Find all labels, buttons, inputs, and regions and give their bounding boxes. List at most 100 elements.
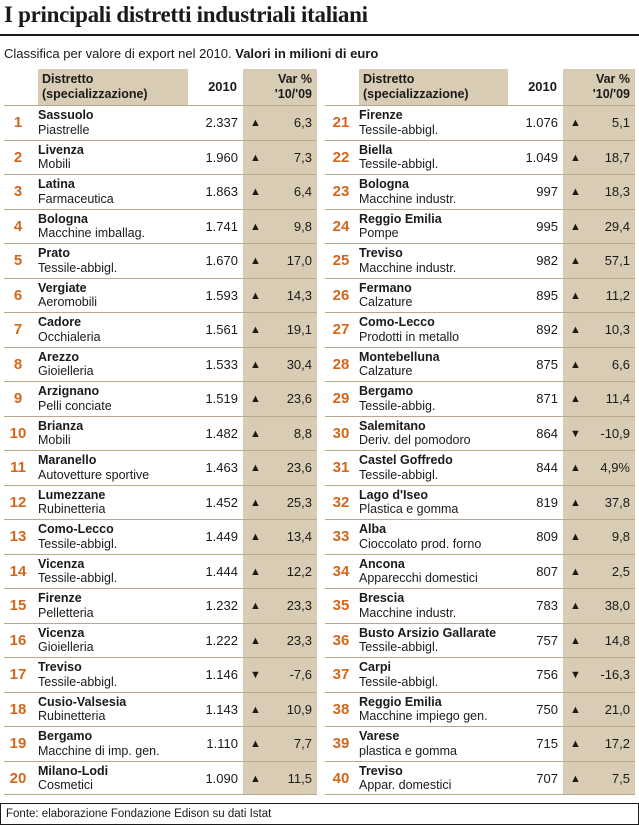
export-value-2010: 875 <box>508 347 563 381</box>
district-name: Arezzo <box>38 349 79 364</box>
district-name: Salemitano <box>359 418 426 433</box>
variation-percent: 7,3 <box>293 149 312 165</box>
variation-cell: ▲ 11,4 <box>563 382 635 416</box>
table-row: 12 Lumezzane Rubinetteria 1.452 ▲ 25,3 <box>4 484 317 519</box>
district-cell: Biella Tessile-abbigl. <box>359 141 508 175</box>
table-row: 28 Montebelluna Calzature 875 ▲ 6,6 <box>325 346 635 381</box>
variation-percent: 6,6 <box>611 356 630 372</box>
export-value-2010: 1.444 <box>188 554 243 588</box>
year-column-header: 2010 <box>208 79 237 94</box>
export-value-2010: 750 <box>508 692 563 726</box>
district-header-line2: (specializzazione) <box>42 87 148 101</box>
district-name: Prato <box>38 246 70 260</box>
page-title: I principali distretti industriali itali… <box>4 2 368 27</box>
district-cell: Sassuolo Piastrelle <box>38 106 188 140</box>
ranking-table-left: Distretto (specializzazione) 2010 Var % … <box>4 69 317 795</box>
district-specialization: Tessile-abbigl. <box>38 260 118 275</box>
district-specialization: Pelli conciate <box>38 398 112 413</box>
district-cell: Bologna Macchine imballag. <box>38 210 188 244</box>
variation-percent: 23,3 <box>286 598 312 613</box>
district-name: Firenze <box>38 591 82 605</box>
variation-cell: ▲ 29,4 <box>563 209 635 243</box>
table-row: 10 Brianza Mobili 1.482 ▲ 8,8 <box>4 415 317 450</box>
triangle-up-icon: ▲ <box>570 703 581 716</box>
variation-cell: ▲ 4,9% <box>563 451 635 485</box>
district-name: Montebelluna <box>359 349 440 364</box>
district-cell: Brescia Macchine industr. <box>359 589 508 623</box>
triangle-up-icon: ▲ <box>250 427 261 440</box>
rank-number: 2 <box>13 148 23 166</box>
export-value-2010: 1.222 <box>188 623 243 657</box>
table-row: 32 Lago d'Iseo Plastica e gomma 819 ▲ 37,8 <box>325 484 635 519</box>
table-row: 3 Latina Farmaceutica 1.863 ▲ 6,4 <box>4 174 317 209</box>
district-name: Como-Lecco <box>38 522 114 536</box>
variation-percent: 17,2 <box>604 736 630 751</box>
export-value-2010: 1.593 <box>188 278 243 312</box>
table-row: 35 Brescia Macchine industr. 783 ▲ 38,0 <box>325 588 635 623</box>
subtitle-units: Valori in milioni di euro <box>235 46 379 61</box>
variation-cell: ▲ 23,3 <box>243 589 317 623</box>
rank-number: 31 <box>332 459 350 476</box>
title-divider <box>0 34 639 36</box>
district-specialization: Cosmetici <box>38 778 93 792</box>
export-value-2010: 819 <box>508 485 563 519</box>
export-value-2010: 1.670 <box>188 244 243 278</box>
table-row: 20 Milano-Lodi Cosmetici 1.090 ▲ 11,5 <box>4 760 317 795</box>
district-specialization: Tessile-abbig. <box>359 398 436 413</box>
triangle-up-icon: ▲ <box>250 772 261 785</box>
variation-percent: 23,3 <box>286 632 312 648</box>
district-cell: Arzignano Pelli conciate <box>38 382 188 416</box>
triangle-up-icon: ▲ <box>570 565 581 578</box>
triangle-up-icon: ▲ <box>570 496 581 509</box>
variation-percent: 23,6 <box>286 460 312 475</box>
variation-cell: ▲ 38,0 <box>563 589 635 623</box>
district-name: Latina <box>38 177 75 191</box>
triangle-up-icon: ▲ <box>570 289 581 302</box>
rank-number: 20 <box>9 769 27 787</box>
variation-percent: 6,3 <box>293 115 312 130</box>
district-specialization: Tessile-abbigl. <box>359 157 439 171</box>
district-specialization: Pompe <box>359 226 399 240</box>
variation-percent: 18,7 <box>604 149 630 165</box>
variation-percent: 11,2 <box>605 287 630 303</box>
export-value-2010: 1.146 <box>188 658 243 692</box>
rank-number: 24 <box>332 217 350 235</box>
rank-number: 11 <box>10 459 26 476</box>
variation-cell: ▲ 18,7 <box>563 140 635 174</box>
table-row: 6 Vergiate Aeromobili 1.593 ▲ 14,3 <box>4 277 317 312</box>
variation-percent: 14,8 <box>604 632 630 648</box>
export-value-2010: 1.519 <box>188 382 243 416</box>
triangle-up-icon: ▲ <box>570 358 581 371</box>
triangle-down-icon: ▼ <box>570 669 581 681</box>
export-value-2010: 1.452 <box>188 485 243 519</box>
district-specialization: Macchine imballag. <box>38 226 145 240</box>
district-name: Vicenza <box>38 625 85 640</box>
variation-percent: 7,7 <box>293 736 312 751</box>
variation-cell: ▲ 17,2 <box>563 727 635 761</box>
district-cell: Salemitano Deriv. del pomodoro <box>359 417 508 451</box>
table-row: 22 Biella Tessile-abbigl. 1.049 ▲ 18,7 <box>325 139 635 175</box>
variation-cell: ▲ 7,5 <box>563 761 635 794</box>
district-specialization: Gioielleria <box>38 640 94 654</box>
export-value-2010: 995 <box>508 209 563 243</box>
district-specialization: Macchine industr. <box>359 605 457 620</box>
variation-percent: 25,3 <box>286 494 312 510</box>
district-specialization: Tessile-abbigl. <box>38 674 118 689</box>
export-value-2010: 1.960 <box>188 140 243 174</box>
district-specialization: Tessile-abbigl. <box>38 536 118 551</box>
variation-percent: 37,8 <box>604 494 630 510</box>
triangle-up-icon: ▲ <box>250 324 261 336</box>
district-specialization: Autovetture sportive <box>38 467 150 482</box>
table-row: 29 Bergamo Tessile-abbig. 871 ▲ 11,4 <box>325 381 635 416</box>
table-row: 38 Reggio Emilia Macchine impiego gen. 750 ▲… <box>325 691 635 726</box>
district-specialization: Mobili <box>38 433 71 447</box>
rank-number: 17 <box>9 666 27 683</box>
variation-percent: 29,4 <box>604 218 630 234</box>
rank-number: 9 <box>13 390 23 407</box>
table-header: Distretto (specializzazione) 2010 Var % … <box>4 69 317 105</box>
variation-cell: ▲ 9,8 <box>563 520 635 554</box>
district-name: Cadore <box>38 315 82 329</box>
triangle-up-icon: ▲ <box>250 255 261 267</box>
variation-cell: ▲ 19,1 <box>243 313 317 347</box>
table-row: 36 Busto Arsizio Gallarate Tessile-abbigl.… <box>325 622 635 657</box>
